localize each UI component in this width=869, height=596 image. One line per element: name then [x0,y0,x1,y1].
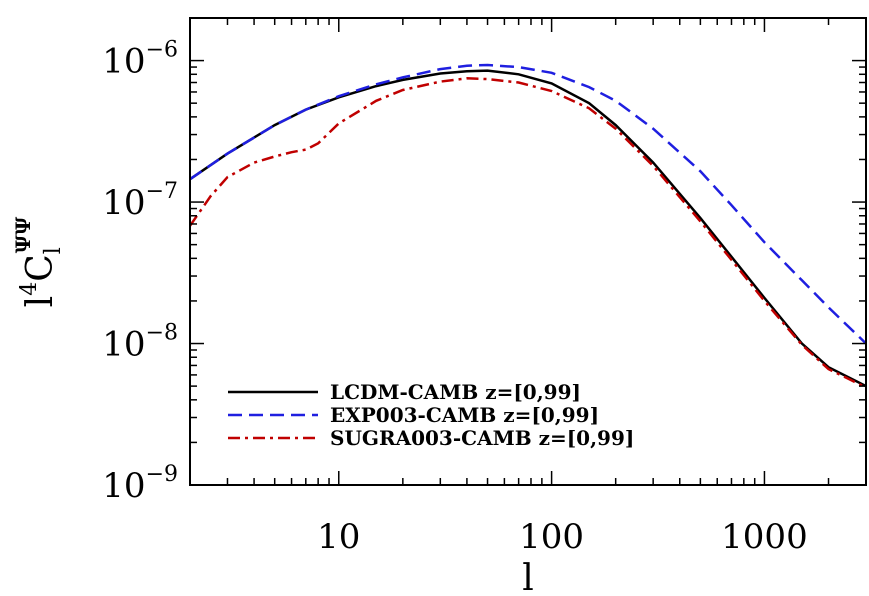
svg-text:l4ClΨΨ: l4ClΨΨ [11,216,66,307]
y-tick-label: 10−7 [102,179,178,223]
y-tick-exponent: −8 [146,321,178,346]
legend-label-1: EXP003-CAMB z=[0,99] [330,403,599,427]
y-tick-exponent: −6 [146,38,178,63]
x-tick-label: 10 [317,517,360,557]
legend-label-2: SUGRA003-CAMB z=[0,99] [330,426,634,450]
y-tick-exponent: −9 [146,462,178,487]
y-tick-base: 10 [102,42,145,82]
y-axis-title-sub: l [41,247,66,254]
x-tick-label: 100 [519,517,584,557]
y-tick-exponent: −7 [146,179,178,204]
series-line-2 [188,77,867,389]
y-axis-title-l: l [20,296,61,308]
y-tick-label: 10−9 [102,462,178,506]
plot-frame [189,17,867,486]
y-tick-base: 10 [102,466,145,506]
y-tick-base: 10 [102,183,145,223]
y-tick-label: 10−6 [102,38,178,82]
y-axis-title: l4ClΨΨ [11,216,66,307]
y-axis-title-C: C [20,254,61,282]
x-tick-labels: 10 100 1000 [317,517,808,557]
legend-label-0: LCDM-CAMB z=[0,99] [330,380,581,404]
tick-layer [189,17,867,486]
series-layer [188,63,867,389]
x-tick-label: 1000 [721,517,808,557]
y-axis-title-sup: ΨΨ [11,216,35,253]
y-axis-title-exp: 4 [17,282,42,296]
y-tick-label: 10−8 [102,321,178,365]
legend: LCDM-CAMB z=[0,99]EXP003-CAMB z=[0,99]SU… [228,380,634,450]
x-axis-title: l [522,558,534,596]
series-line-1 [189,63,867,345]
y-tick-base: 10 [102,325,145,365]
y-tick-labels: 10−910−810−710−6 [102,38,178,506]
